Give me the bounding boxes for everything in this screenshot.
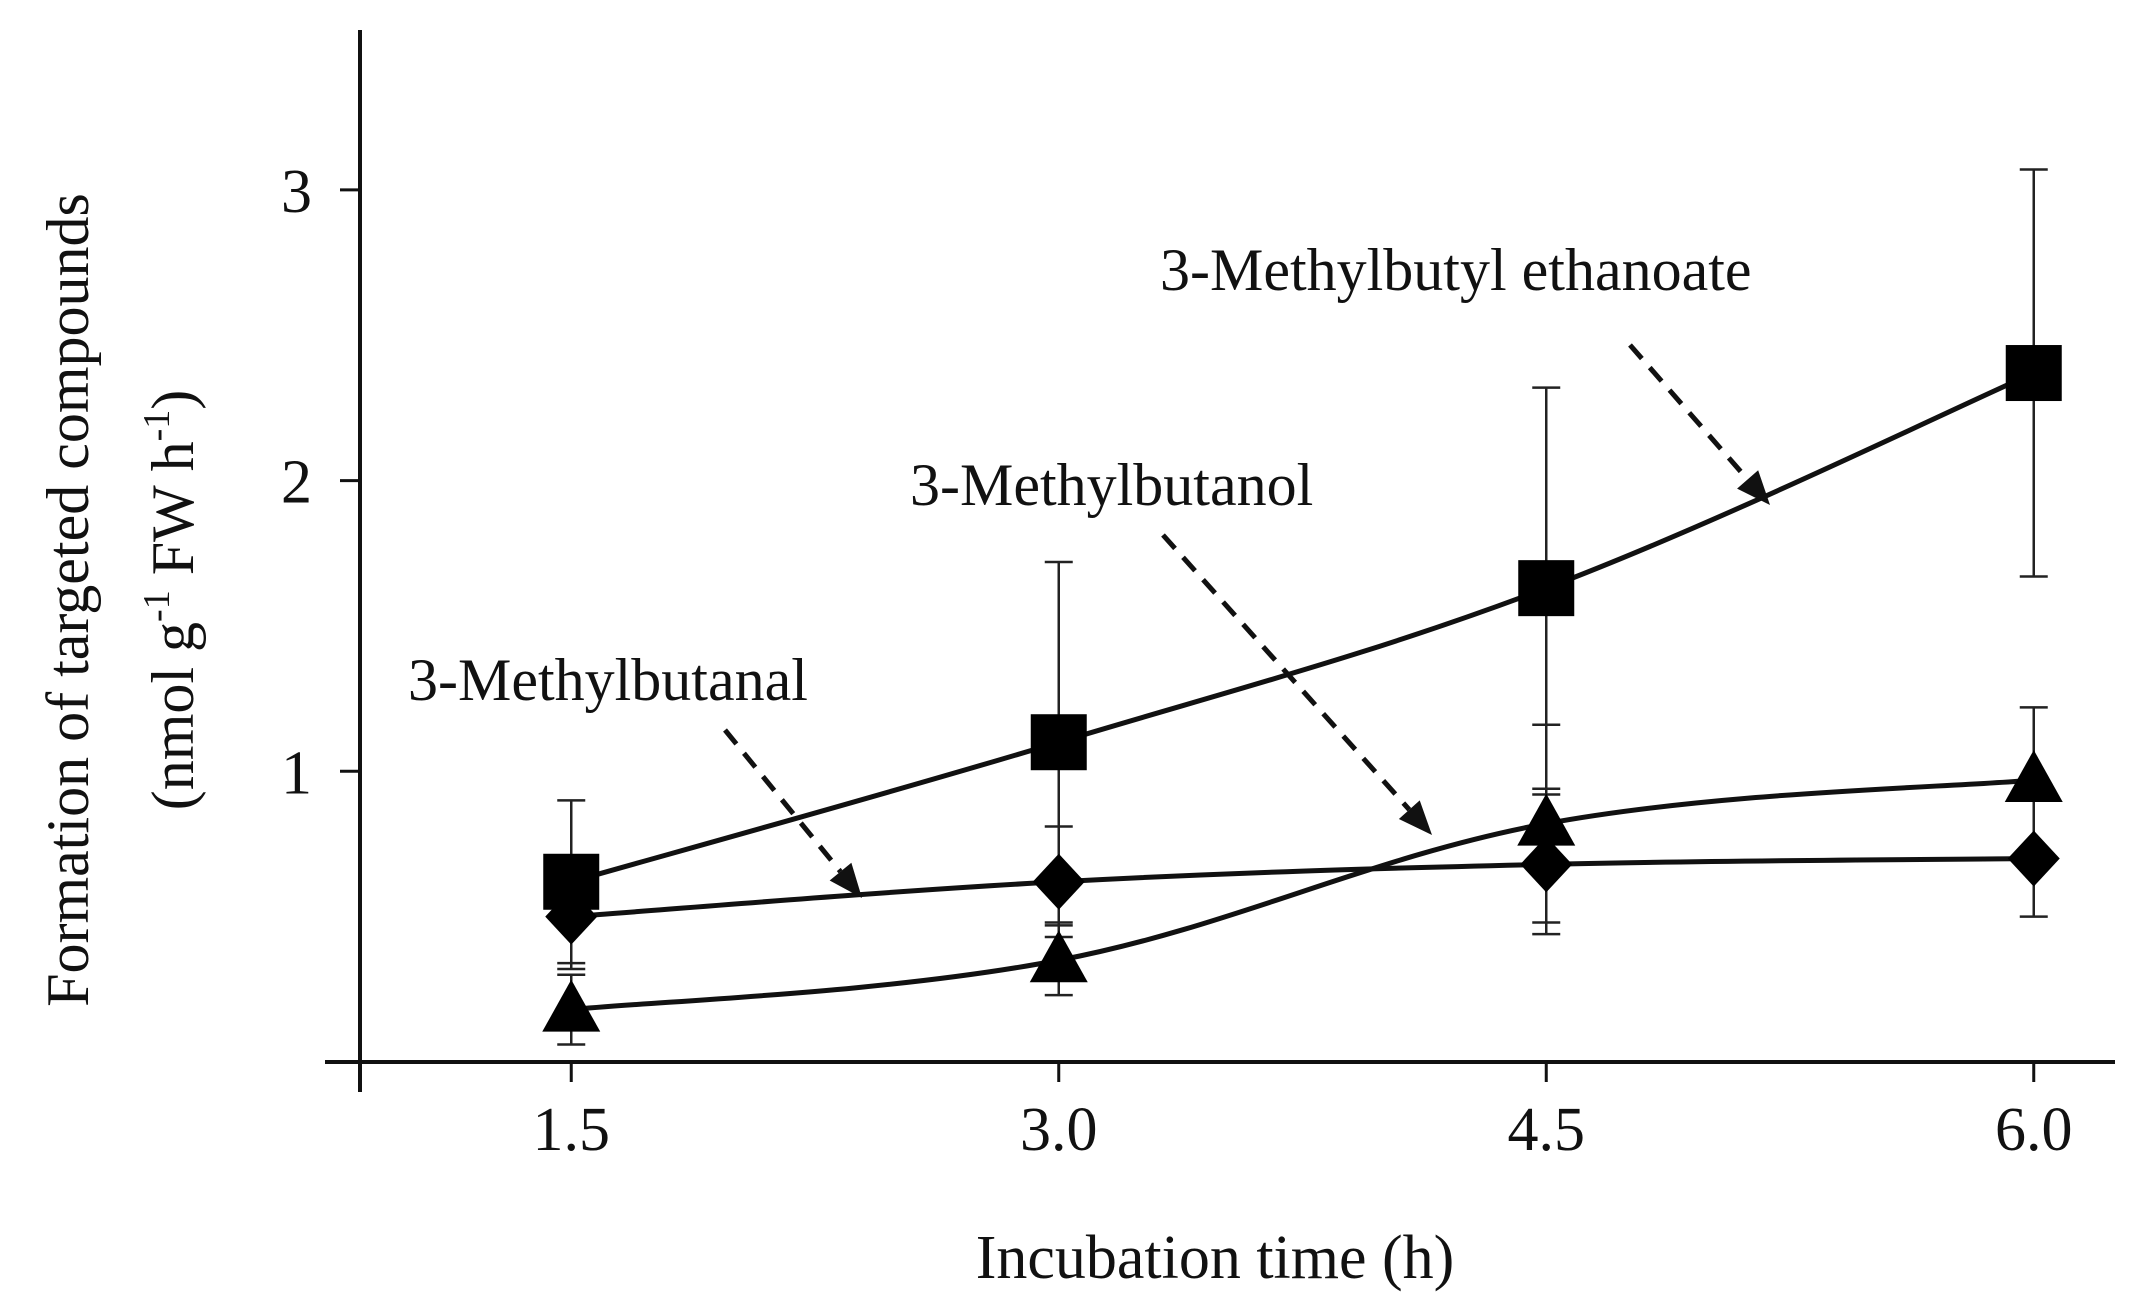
- x-tick-label-0: 1.5: [533, 1096, 611, 1164]
- annotation-label-ethanoate: 3-Methylbutyl ethanoate: [1160, 237, 1752, 303]
- annotation-arrowhead-butanal: [829, 862, 862, 898]
- markers-layer: [542, 345, 2063, 1032]
- marker-3-methylbutanal-0: [545, 888, 598, 945]
- marker-3-methylbutanol-2: [1517, 793, 1576, 846]
- y-axis-label-group: Formation of targeted compounds: [35, 193, 101, 1007]
- x-tick-label-2: 4.5: [1508, 1096, 1586, 1164]
- annotation-arrowhead-ethanoate: [1737, 470, 1770, 505]
- annotation-label-butanal: 3-Methylbutanal: [408, 647, 808, 713]
- annotation-arrow-butanol: [1161, 533, 1412, 812]
- series-line-3-methylbutyl-ethanoate: [570, 370, 2035, 885]
- marker-3-methylbutyl-ethanoate-3: [2005, 345, 2062, 402]
- marker-3-methylbutyl-ethanoate-2: [1518, 560, 1575, 617]
- y-axis-label-units: (nmol g-1 FW h-1): [136, 390, 206, 811]
- y-axis-label-units-group: (nmol g-1 FW h-1): [136, 390, 206, 811]
- units-superscript-h: -1: [136, 410, 178, 442]
- series-lines-layer: [570, 370, 2035, 1013]
- x-tick-label-1: 3.0: [1020, 1096, 1098, 1164]
- annotation-arrowhead-butanol: [1398, 800, 1432, 835]
- marker-3-methylbutanal-3: [2007, 830, 2060, 887]
- units-part-fw: FW h: [140, 441, 206, 590]
- marker-3-methylbutanol-0: [542, 979, 601, 1032]
- marker-3-methylbutanal-1: [1032, 853, 1085, 910]
- annotation-arrow-ethanoate: [1628, 343, 1750, 482]
- y-tick-label-1: 2: [281, 449, 312, 517]
- y-tick-label-2: 3: [281, 158, 312, 226]
- units-superscript-g: -1: [136, 590, 178, 622]
- x-tick-label-3: 6.0: [1995, 1096, 2073, 1164]
- marker-3-methylbutanal-2: [1520, 836, 1573, 893]
- y-tick-label-0: 1: [281, 739, 312, 807]
- series-line-3-methylbutanal: [571, 856, 2034, 920]
- ticks-layer: 1 2 3 1.5 3.0 4.5 6.0: [281, 158, 2073, 1164]
- units-part-nmol: (nmol g: [140, 622, 206, 810]
- units-part-close: ): [140, 390, 206, 410]
- x-axis-label: Incubation time (h): [976, 1224, 1455, 1292]
- annotation-arrow-butanal: [723, 728, 843, 874]
- marker-3-methylbutyl-ethanoate-1: [1030, 714, 1087, 771]
- annotation-arrows-layer: [723, 343, 1770, 898]
- y-axis-label-line1: Formation of targeted compounds: [35, 193, 101, 1007]
- marker-3-methylbutanol-1: [1029, 930, 1088, 983]
- annotation-label-butanol: 3-Methylbutanol: [910, 452, 1313, 518]
- marker-3-methylbutanol-3: [2004, 750, 2063, 803]
- series-line-3-methylbutanol: [570, 777, 2034, 1013]
